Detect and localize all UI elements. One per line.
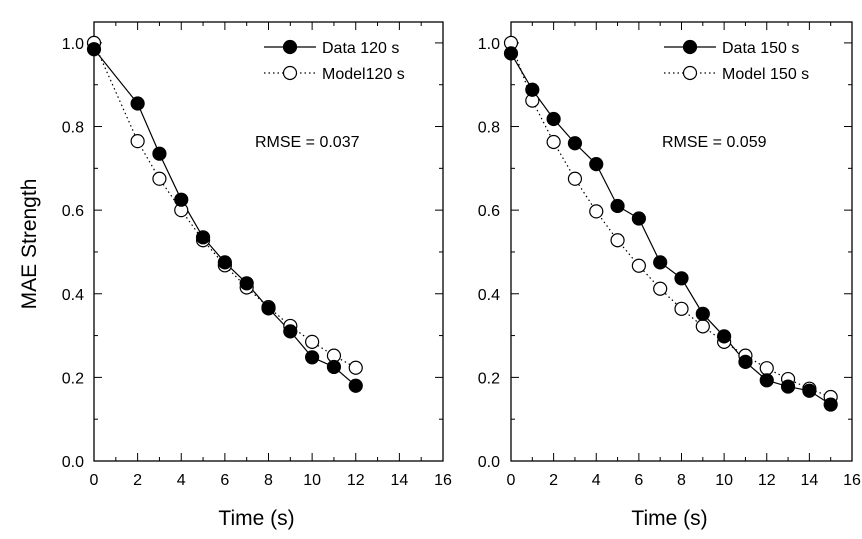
legend-marker-1	[682, 65, 698, 81]
x-tick-label: 8	[677, 472, 686, 489]
model-point-1	[589, 204, 604, 219]
model-point-1	[674, 301, 689, 316]
plot-frame	[510, 21, 853, 462]
y-tick-label: 0.6	[478, 203, 500, 220]
rmse-annotation: RMSE = 0.037	[255, 134, 360, 151]
x-tick-label: 4	[177, 472, 186, 489]
data-point-0	[195, 230, 211, 245]
plot-frame	[93, 21, 444, 462]
data-point-0	[503, 46, 519, 61]
x-tick-label: 12	[347, 472, 365, 489]
data-point-0	[546, 111, 561, 127]
x-tick-label: 10	[303, 472, 321, 489]
y-tick-label: 0.8	[478, 120, 500, 137]
data-point-0	[305, 350, 320, 365]
x-tick-label: 10	[715, 472, 733, 489]
x-tick-label: 8	[264, 472, 273, 489]
data-point-0	[717, 329, 732, 344]
data-point-0	[738, 354, 753, 370]
y-tick-label: 1.0	[478, 36, 500, 53]
x-tick-label: 4	[592, 472, 601, 489]
x-tick-label: 6	[634, 472, 643, 489]
y-tick-label: 0.4	[478, 287, 500, 304]
data-point-0	[567, 136, 583, 151]
legend-label-0: Data 150 s	[722, 40, 799, 57]
data-point-0	[823, 397, 838, 412]
data-point-0	[152, 146, 167, 161]
model-point-1	[152, 171, 167, 186]
y-tick-label: 1.0	[62, 36, 84, 53]
data-point-0	[653, 255, 668, 270]
legend-marker-0	[682, 39, 698, 55]
x-tick-label: 16	[843, 472, 861, 489]
legend-marker-0	[282, 39, 298, 55]
model-point-1	[695, 319, 710, 334]
model-point-1	[130, 134, 145, 149]
model-point-1	[567, 171, 583, 186]
model-point-1	[610, 233, 625, 248]
model-point-1	[305, 334, 320, 349]
x-axis-title: Time (s)	[631, 507, 707, 530]
rmse-annotation: RMSE = 0.059	[662, 134, 767, 151]
data-point-0	[525, 82, 540, 97]
x-tick-label: 0	[507, 472, 516, 489]
legend-label-1: Model120 s	[322, 66, 405, 83]
series-line-1	[93, 42, 357, 369]
x-tick-label: 14	[390, 472, 408, 489]
data-point-0	[174, 192, 189, 207]
x-tick-label: 16	[434, 472, 452, 489]
data-point-0	[589, 157, 604, 172]
data-point-0	[780, 379, 796, 394]
data-point-0	[695, 306, 710, 321]
y-tick-label: 0.2	[62, 370, 84, 387]
y-tick-label: 0.2	[478, 370, 500, 387]
model-point-1	[631, 258, 646, 273]
data-point-0	[348, 378, 363, 393]
x-tick-label: 2	[549, 472, 558, 489]
y-tick-label: 0.6	[62, 203, 84, 220]
data-point-0	[283, 324, 298, 339]
model-point-1	[348, 360, 363, 375]
x-tick-label: 14	[800, 472, 818, 489]
data-point-0	[759, 373, 774, 388]
data-point-0	[217, 255, 232, 270]
data-point-0	[610, 198, 625, 214]
model-point-1	[546, 134, 561, 150]
y-tick-label: 0.4	[62, 287, 84, 304]
chart-panel-150s: 0 2 4 6 8 10 12 14 16 0.0 0.2 0.4 0.6 0.8 1.0 Time (s) D…	[478, 21, 861, 530]
y-tick-label: 0.0	[62, 454, 84, 471]
y-axis-title: MAE Strength	[18, 179, 41, 310]
data-point-0	[674, 271, 689, 286]
model-point-1	[759, 361, 774, 376]
data-point-0	[631, 211, 646, 226]
legend-marker-1	[282, 65, 298, 81]
legend-label-0: Data 120 s	[322, 40, 399, 57]
y-tick-label: 0.8	[62, 120, 84, 137]
x-tick-label: 2	[133, 472, 142, 489]
data-point-0	[261, 301, 276, 316]
data-point-0	[86, 42, 102, 57]
x-tick-label: 0	[90, 472, 99, 489]
chart-panel-120s: 0 2 4 6 8 10 12 14 16 0.0 0.2 0.4 0.6 0.8 1.0 Time (s) D…	[62, 21, 452, 530]
x-tick-label: 12	[758, 472, 776, 489]
data-point-0	[239, 276, 254, 291]
legend-label-1: Model 150 s	[722, 66, 809, 83]
x-tick-label: 6	[220, 472, 229, 489]
data-point-0	[130, 96, 145, 111]
model-point-1	[653, 281, 668, 296]
x-axis-title: Time (s)	[218, 507, 294, 530]
data-point-0	[802, 383, 817, 398]
series-line-1	[510, 42, 831, 398]
series-line-0	[510, 53, 832, 406]
y-tick-label: 0.0	[478, 454, 500, 471]
data-point-0	[326, 359, 342, 375]
